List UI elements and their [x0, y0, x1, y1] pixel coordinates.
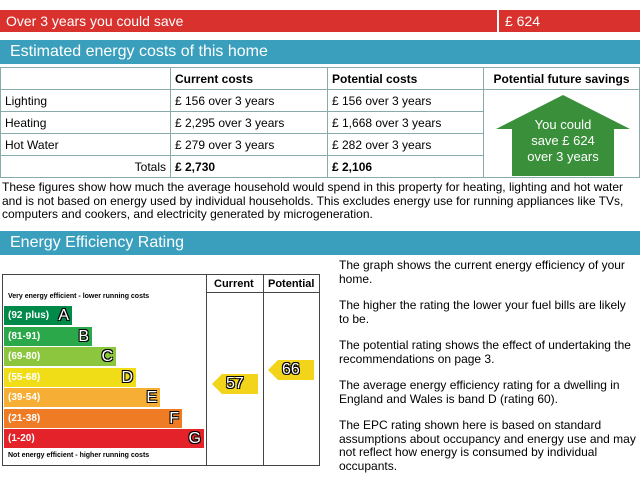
totals-potential: £ 2,106 — [327, 155, 484, 178]
band-range: (21-38) — [8, 412, 41, 424]
band-range: (55-68) — [8, 371, 41, 383]
band-letter: B — [78, 327, 89, 345]
totals-current: £ 2,730 — [170, 155, 328, 178]
arrow-shape — [212, 374, 258, 394]
costs-table: Current costs Potential costs Potential … — [0, 67, 640, 178]
current-rating-value: 57 — [226, 375, 244, 392]
rating-bands: (92 plus) A (81-91) B (69-80) C (55-68) D (3… — [4, 306, 210, 450]
potential-rating-value: 66 — [282, 361, 300, 378]
arrow-shape — [268, 360, 314, 380]
band-letter: D — [121, 368, 133, 386]
rating-section-header: Energy Efficiency Rating — [0, 231, 640, 255]
top-note: Very energy efficient - lower running co… — [8, 293, 150, 300]
row-potential: £ 1,668 over 3 years — [327, 111, 484, 134]
costs-header-row: Current costs Potential costs Potential … — [0, 67, 640, 90]
table-row: Lighting £ 156 over 3 years £ 156 over 3… — [0, 89, 640, 178]
table-row: Hot Water £ 279 over 3 years £ 282 over … — [0, 133, 640, 156]
savings-label: Over 3 years you could save — [6, 13, 184, 29]
band-b: (81-91) B — [4, 326, 92, 346]
row-label: Heating — [0, 111, 171, 134]
header-current: Current costs — [170, 67, 328, 90]
current-rating-arrow: 57 — [212, 374, 258, 394]
band-letter: E — [146, 389, 157, 406]
savings-bar: Over 3 years you could save £ 624 — [0, 10, 640, 32]
row-potential: £ 156 over 3 years — [327, 89, 484, 112]
potential-column-header: Potential — [268, 278, 315, 290]
savings-box-text: You could save £ 624 over 3 years — [486, 117, 640, 165]
band-d: (55-68) D — [4, 367, 136, 387]
savings-cell: You could save £ 624 over 3 years — [483, 89, 640, 178]
savings-line: over 3 years — [527, 149, 599, 164]
band-range: (1-20) — [8, 433, 35, 444]
band-range: (69-80) — [8, 351, 41, 362]
band-g: (1-20) G — [4, 429, 204, 448]
header-savings: Potential future savings — [483, 67, 640, 90]
current-column-line — [206, 274, 207, 466]
totals-label: Totals — [0, 155, 171, 178]
band-letter: C — [101, 348, 113, 365]
band-e: (39-54) E — [4, 388, 160, 407]
band-range: (81-91) — [8, 330, 41, 342]
row-label: Lighting — [0, 89, 171, 112]
current-column-header: Current — [214, 278, 254, 290]
costs-section-header: Estimated energy costs of this home — [0, 40, 640, 64]
bottom-note: Not energy efficient - higher running co… — [8, 452, 150, 459]
row-current: £ 156 over 3 years — [170, 89, 328, 112]
savings-line: save £ 624 — [531, 133, 595, 148]
costs-section-title: Estimated energy costs of this home — [10, 43, 268, 60]
house-icon — [496, 95, 630, 176]
band-c: (69-80) C — [4, 347, 116, 366]
header-empty — [0, 67, 171, 90]
band-range: (39-54) — [8, 392, 41, 403]
row-label: Hot Water — [0, 133, 171, 156]
savings-value: £ 624 — [505, 13, 541, 29]
note-4: The average energy efficiency rating for… — [339, 378, 620, 406]
band-letter: G — [188, 430, 201, 447]
band-range: (92 plus) — [8, 310, 50, 321]
column-header-rule — [206, 292, 320, 293]
explanation-text: These figures show how much the average … — [2, 180, 624, 221]
totals-row: Totals £ 2,730 £ 2,106 — [0, 155, 640, 178]
row-current: £ 279 over 3 years — [170, 133, 328, 156]
potential-column-line — [263, 274, 264, 466]
divider — [497, 10, 499, 32]
header-potential: Potential costs — [327, 67, 484, 90]
savings-line: You could — [534, 117, 592, 132]
rating-chart — [2, 274, 320, 466]
note-5: The EPC rating shown here is based on st… — [339, 418, 636, 473]
band-a: (92 plus) A — [4, 306, 72, 325]
band-letter: A — [58, 307, 69, 324]
note-1: The graph shows the current energy effic… — [339, 258, 625, 286]
row-current: £ 2,295 over 3 years — [170, 111, 328, 134]
note-3: The potential rating shows the effect of… — [339, 338, 631, 366]
potential-rating-arrow: 66 — [268, 360, 314, 380]
row-potential: £ 282 over 3 years — [327, 133, 484, 156]
note-2: The higher the rating the lower your fue… — [339, 298, 626, 326]
band-letter: F — [169, 409, 179, 427]
rating-section-title: Energy Efficiency Rating — [10, 234, 185, 251]
band-f: (21-38) F — [4, 408, 182, 428]
table-row: Heating £ 2,295 over 3 years £ 1,668 ove… — [0, 111, 640, 134]
